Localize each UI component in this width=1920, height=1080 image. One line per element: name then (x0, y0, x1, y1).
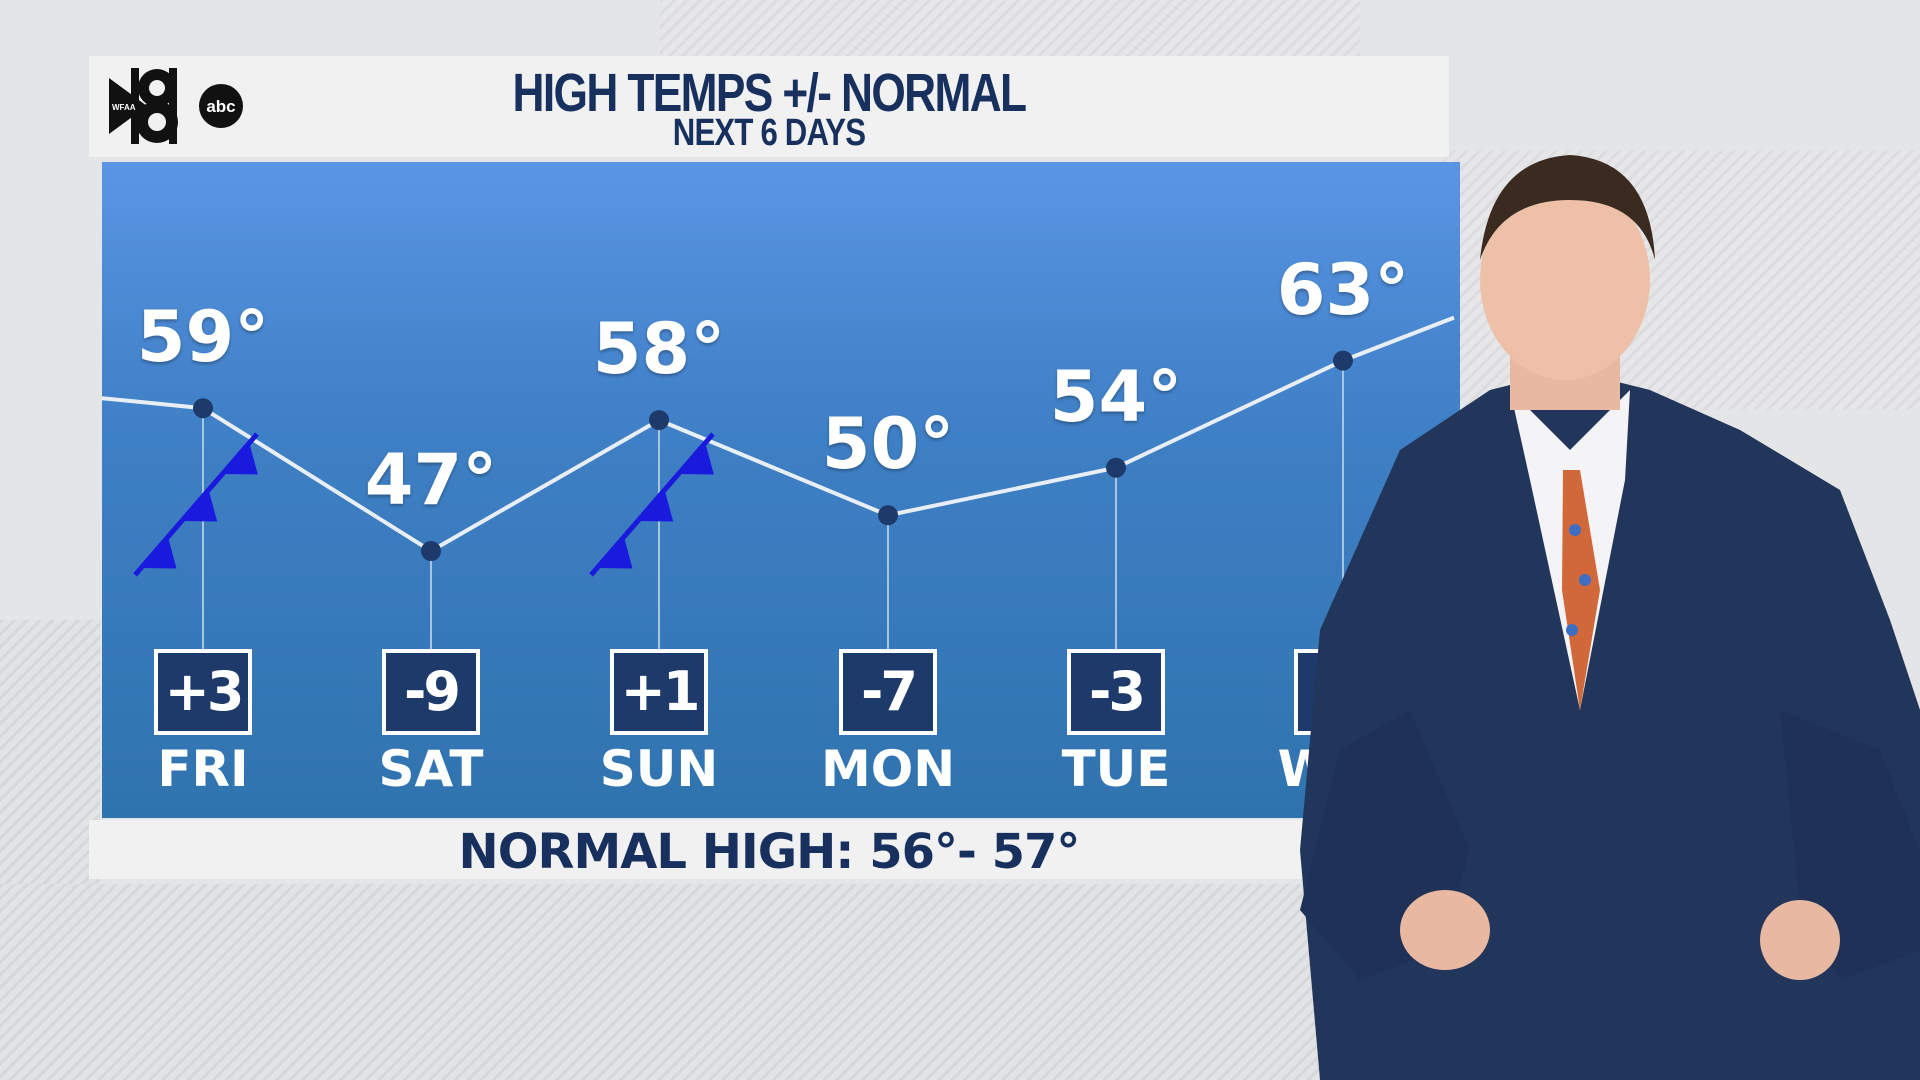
graphic-subtitle: NEXT 6 DAYS (672, 112, 866, 154)
cold-front-triangle-icon (678, 442, 714, 475)
temp-label-tue: 54° (1049, 355, 1183, 438)
wfaa-8-abc-logo: WFAA abc (109, 68, 243, 144)
graphic-title: HIGH TEMPS +/- NORMAL (512, 63, 1028, 123)
day-label-sat: SAT (378, 740, 484, 798)
background-stripes (660, 0, 1360, 56)
normal-high-bar: NORMAL HIGH: 56°- 57° (89, 820, 1449, 880)
cold-front-triangle-icon (597, 536, 633, 569)
departure-box-sun: +1 (610, 649, 708, 735)
day-label-mon: MON (820, 740, 956, 798)
svg-text:WFAA: WFAA (112, 103, 136, 112)
cold-front-line (133, 432, 259, 577)
cold-front-triangle-icon (222, 442, 258, 475)
normal-high-text: NORMAL HIGH: 56°- 57° (458, 824, 1081, 880)
data-point-fri (193, 398, 213, 419)
temp-label-sun: 58° (592, 308, 726, 391)
temperature-line-chart (102, 315, 1455, 649)
data-point-mon (878, 505, 898, 526)
cold-front-triangle-icon (181, 489, 218, 522)
departure-box-sat: -9 (382, 649, 480, 735)
forecast-panel: 59° +3 FRI 47° -9 SAT 58° +1 SUN 50° -7 MON 54° -3 TUE… (102, 162, 1460, 818)
cold-front-triangle-icon (141, 536, 177, 569)
departure-box-fri: +3 (154, 649, 252, 735)
day-label-fri: FRI (157, 740, 249, 798)
graphic-header: WFAA abc HIGH TEMPS +/- NORMAL NEXT 6 DA… (89, 56, 1449, 157)
data-point-wed (1333, 350, 1353, 371)
data-point-sat (421, 541, 441, 561)
day-label-tue: TUE (1061, 740, 1171, 798)
temp-label-mon: 50° (821, 403, 955, 486)
departure-box-mon: -7 (839, 649, 937, 735)
svg-text:abc: abc (206, 97, 235, 116)
departure-box-tue: -3 (1067, 649, 1165, 735)
temp-label-sat: 47° (364, 439, 498, 521)
temp-label-fri: 59° (136, 296, 270, 379)
temperature-line (102, 315, 1455, 554)
data-point-sun (649, 410, 669, 431)
day-label-sun: SUN (599, 740, 719, 798)
background-stripes (0, 620, 100, 884)
cold-front-triangle-icon (637, 489, 674, 522)
data-point-tue (1106, 457, 1126, 478)
meteorologist-presenter (1300, 155, 1920, 1080)
temp-label-wed: 63° (1276, 248, 1410, 331)
